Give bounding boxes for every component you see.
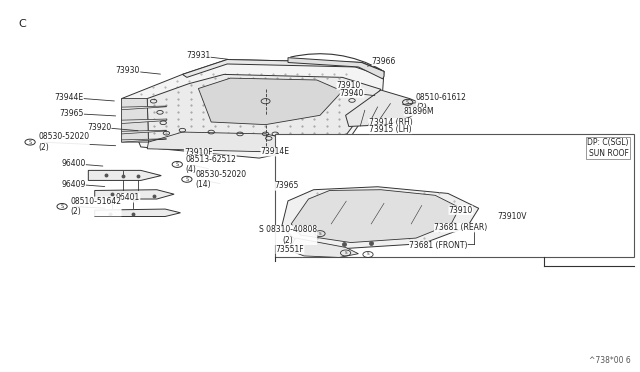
Polygon shape	[291, 190, 460, 243]
Polygon shape	[288, 58, 384, 79]
Polygon shape	[182, 60, 384, 77]
Polygon shape	[147, 132, 291, 152]
Text: 73910V: 73910V	[497, 212, 527, 221]
Polygon shape	[282, 187, 479, 248]
Polygon shape	[122, 119, 166, 124]
Text: S 08310-40808
(2): S 08310-40808 (2)	[259, 225, 317, 245]
Polygon shape	[95, 190, 174, 199]
Text: S: S	[319, 232, 321, 235]
Text: 73966: 73966	[372, 57, 396, 66]
Text: 73965: 73965	[275, 182, 299, 190]
Text: 73914 (RH): 73914 (RH)	[369, 118, 412, 127]
Text: ^738*00 6: ^738*00 6	[589, 356, 630, 365]
Text: 73910: 73910	[337, 81, 361, 90]
Text: 96409: 96409	[61, 180, 86, 189]
Polygon shape	[198, 78, 342, 125]
Text: S: S	[406, 100, 409, 105]
Text: 08510-61612
(2): 08510-61612 (2)	[416, 93, 467, 112]
Text: 08510-51642
(2): 08510-51642 (2)	[70, 197, 122, 216]
Text: 08530-52020
(2): 08530-52020 (2)	[38, 132, 90, 152]
Bar	[275, 134, 634, 257]
Text: 96401: 96401	[116, 193, 140, 202]
Polygon shape	[122, 99, 148, 142]
Polygon shape	[122, 139, 166, 142]
Polygon shape	[147, 74, 381, 152]
Text: S: S	[61, 204, 63, 209]
Text: 73681 (FRONT): 73681 (FRONT)	[409, 241, 468, 250]
Text: 73931: 73931	[186, 51, 211, 60]
Text: 73910F: 73910F	[184, 148, 212, 157]
Text: S: S	[29, 140, 31, 145]
Text: 73940: 73940	[340, 89, 364, 97]
Polygon shape	[288, 238, 358, 257]
Text: 73920: 73920	[87, 123, 111, 132]
Text: 96400: 96400	[61, 159, 86, 168]
Text: 08513-62512
(4): 08513-62512 (4)	[186, 155, 236, 174]
Text: 73915 (LH): 73915 (LH)	[369, 125, 412, 134]
Text: S: S	[367, 253, 369, 256]
Text: 73930: 73930	[116, 66, 140, 75]
Text: 73551F: 73551F	[276, 245, 304, 254]
Polygon shape	[95, 209, 180, 217]
Polygon shape	[122, 60, 384, 158]
Polygon shape	[122, 106, 166, 110]
Text: 81896M: 81896M	[404, 107, 435, 116]
Text: S: S	[176, 162, 179, 167]
Polygon shape	[122, 130, 166, 134]
Text: S: S	[186, 177, 188, 182]
Text: 73681 (REAR): 73681 (REAR)	[434, 223, 488, 232]
Text: 73914E: 73914E	[260, 147, 290, 156]
Text: C: C	[18, 19, 26, 29]
Text: DP: C(SGL)
SUN ROOF: DP: C(SGL) SUN ROOF	[587, 138, 628, 158]
Text: 08530-52020
(14): 08530-52020 (14)	[195, 170, 246, 189]
Text: 73910: 73910	[449, 206, 473, 215]
Polygon shape	[88, 170, 161, 180]
Text: S: S	[344, 251, 347, 255]
Polygon shape	[346, 90, 428, 126]
Text: 73944E: 73944E	[54, 93, 84, 102]
Text: 73965: 73965	[60, 109, 84, 118]
